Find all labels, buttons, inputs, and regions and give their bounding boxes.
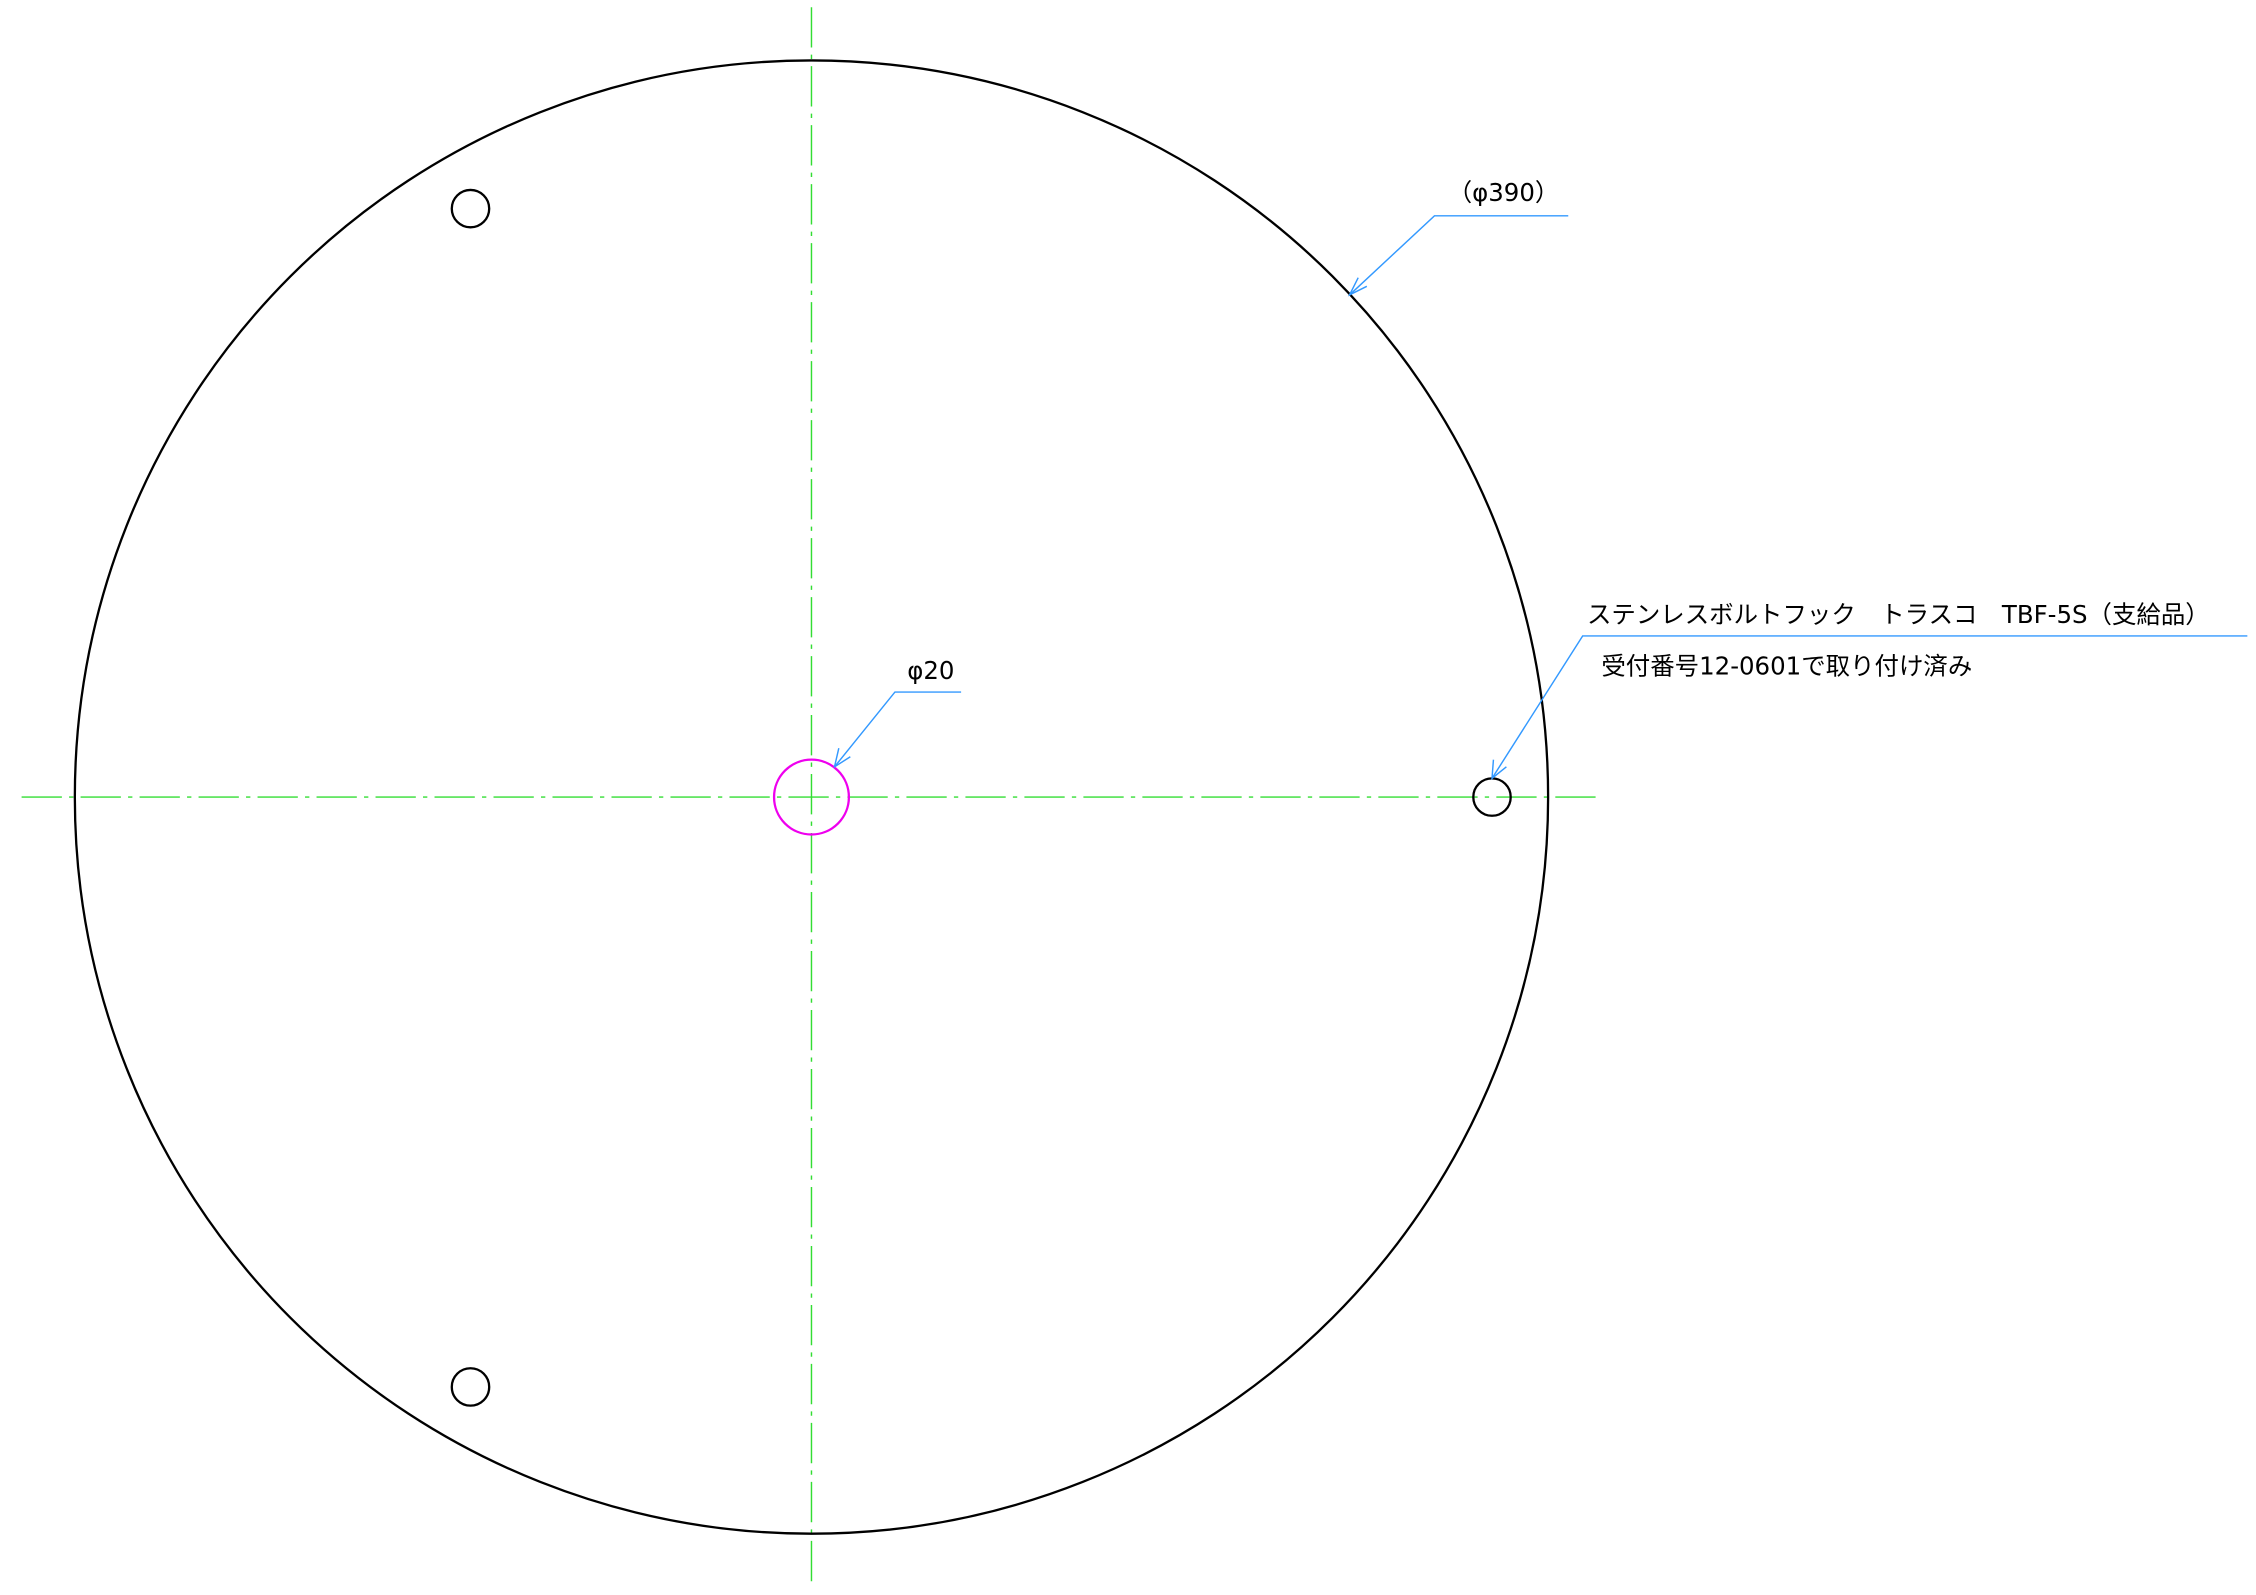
leader-arrow	[1347, 277, 1368, 297]
part-note-detail: 受付番号12-0601で取り付け済み	[1601, 652, 1972, 681]
leader-line	[1349, 215, 1569, 296]
dimension-label: （φ390）	[1448, 178, 1560, 207]
hole	[450, 1367, 491, 1407]
leader-line	[1491, 635, 2248, 779]
plate-outline	[73, 59, 1550, 1535]
center-hole	[772, 758, 851, 836]
leader-arrow	[1491, 759, 1507, 780]
part-note: ステンレスボルトフック トラスコ TBF-5S（支給品）	[1587, 600, 2210, 629]
hole	[450, 188, 491, 229]
leader-arrow	[833, 747, 851, 769]
leader-line	[833, 691, 962, 768]
dimension-label: φ20	[907, 656, 954, 685]
